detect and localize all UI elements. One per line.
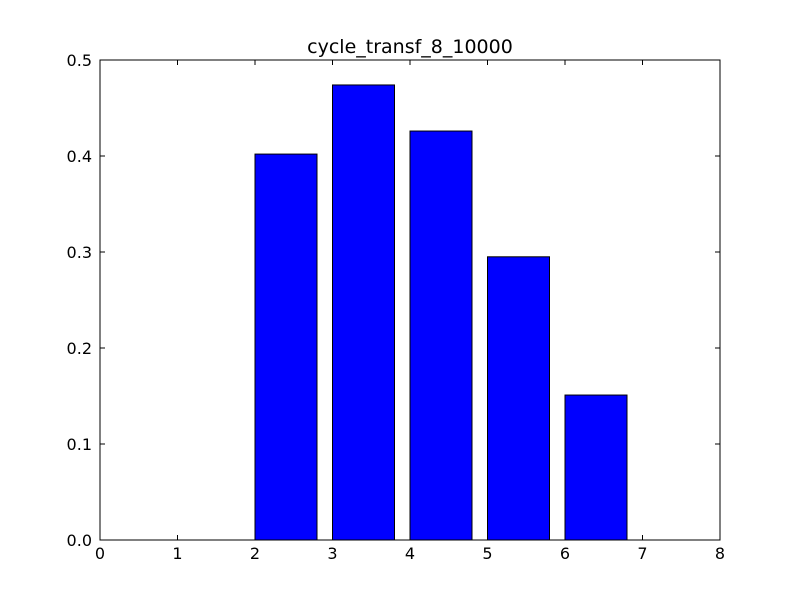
bar-3 xyxy=(332,84,395,541)
plot-frame xyxy=(99,59,721,541)
y-tick-label: 0.4 xyxy=(67,147,92,166)
x-tick-label: 6 xyxy=(560,544,570,563)
x-tick-label: 3 xyxy=(327,544,337,563)
x-tick-label: 8 xyxy=(715,544,725,563)
y-tick-label: 0.0 xyxy=(67,531,92,550)
x-tick-label: 5 xyxy=(482,544,492,563)
bar-5 xyxy=(487,256,550,541)
y-tick-label: 0.3 xyxy=(67,243,92,262)
bars-group xyxy=(254,84,628,541)
x-tick-label: 4 xyxy=(405,544,415,563)
x-axis-ticks: 0 1 2 3 4 5 6 7 8 xyxy=(95,60,725,563)
chart-title: cycle_transf_8_10000 xyxy=(307,36,513,58)
y-tick-label: 0.5 xyxy=(67,51,92,70)
x-tick-label: 1 xyxy=(172,544,182,563)
bar-6 xyxy=(564,394,628,541)
bar-4 xyxy=(409,130,473,541)
x-tick-label: 7 xyxy=(637,544,647,563)
y-tick-label: 0.2 xyxy=(67,339,92,358)
bar-2 xyxy=(254,153,318,541)
x-tick-label: 0 xyxy=(95,544,105,563)
x-tick-label: 2 xyxy=(250,544,260,563)
y-tick-label: 0.1 xyxy=(67,435,92,454)
